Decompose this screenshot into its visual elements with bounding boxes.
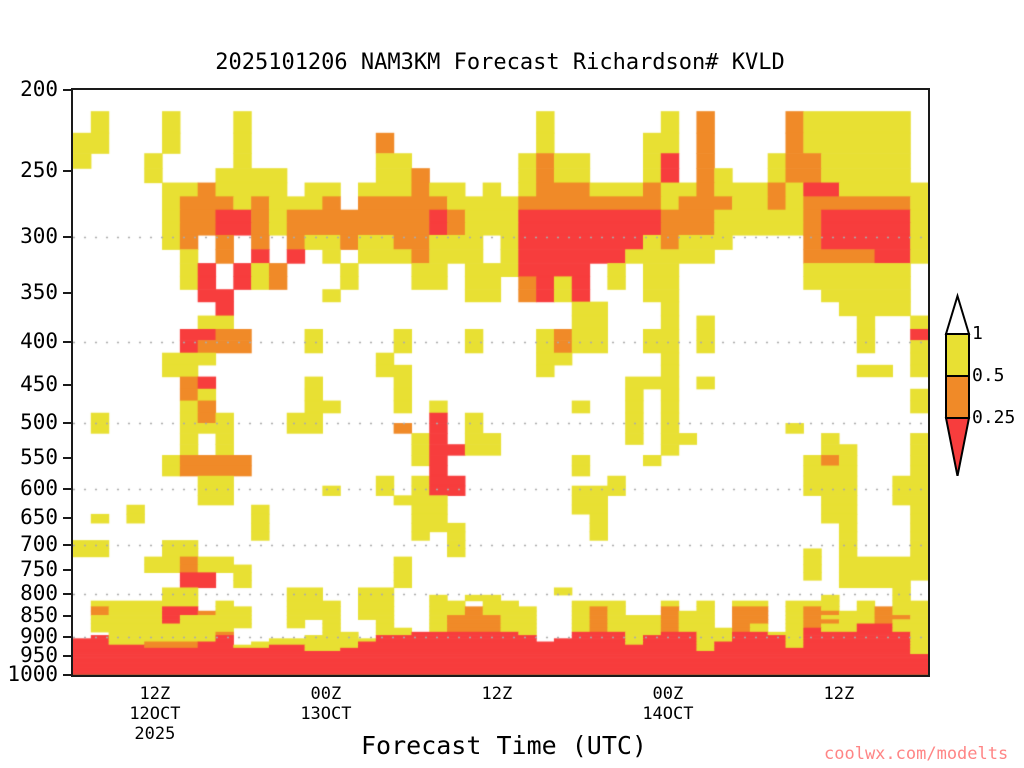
heatmap-canvas [73,90,928,675]
watermark: coolwx.com/modelts [824,744,1009,764]
y-tick-mark [63,456,72,459]
y-tick-mark [63,655,72,658]
x-tick-group: 12Z 12OCT 2025 [95,684,215,744]
y-tick-mark [63,422,72,425]
y-tick-label: 900 [20,623,58,648]
y-tick-label: 850 [20,602,58,627]
y-tick-mark [63,674,72,676]
colorbar: 1 0.5 0.25 [938,288,1024,477]
colorbar-tick-label: 0.25 [972,407,1016,428]
x-axis-label: Forecast Time (UTC) [0,731,1024,760]
x-tick-time: 12Z [823,684,855,704]
y-tick-mark [63,614,72,617]
y-tick-mark [63,592,72,595]
x-tick-time: 12Z [481,684,513,704]
colorbar-over-arrow [944,292,971,335]
y-tick-label: 750 [20,557,58,582]
colorbar-under-arrow [944,417,971,477]
y-tick-label: 250 [20,158,58,183]
x-tick-time: 00Z [310,684,342,704]
colorbar-svg [944,292,971,477]
y-tick-label: 600 [20,476,58,501]
y-tick-mark [63,89,72,91]
y-tick-label: 500 [20,410,58,435]
page-title-text: 2025101206 NAM3KM Forecast Richardson# K… [215,50,785,75]
plot-area [71,88,930,677]
y-tick-label: 700 [20,532,58,557]
page-title: 2025101206 NAM3KM Forecast Richardson# K… [0,50,1024,75]
x-tick-group: 12Z [437,684,557,704]
x-tick-year: 2025 [134,724,176,744]
colorbar-segment [945,375,970,419]
y-tick-label: 800 [20,580,58,605]
colorbar-tick-label: 1 [972,323,983,344]
y-tick-label: 950 [20,643,58,668]
x-tick-group: 12Z [779,684,899,704]
colorbar-tick-label: 0.5 [972,365,1005,386]
y-tick-mark [63,383,72,386]
y-tick-label: 350 [20,280,58,305]
x-tick-date: 13OCT [300,704,352,724]
colorbar-segment [945,333,970,377]
y-tick-label: 1000 [7,662,58,686]
y-tick-label: 650 [20,505,58,530]
x-tick-time: 12Z [139,684,171,704]
y-tick-mark [63,340,72,343]
y-tick-mark [63,517,72,520]
y-tick-mark [63,544,72,547]
y-tick-label: 300 [20,224,58,249]
y-tick-mark [63,569,72,572]
y-tick-mark [63,170,72,173]
y-tick-label: 200 [20,77,58,101]
y-tick-mark [63,236,72,239]
x-tick-date: 12OCT [129,704,181,724]
y-tick-mark [63,488,72,491]
y-tick-mark [63,635,72,638]
y-tick-mark [63,292,72,295]
y-tick-label: 450 [20,371,58,396]
x-axis-label-text: Forecast Time (UTC) [361,731,647,760]
x-tick-date: 14OCT [642,704,694,724]
x-tick-time: 00Z [652,684,684,704]
y-tick-label: 400 [20,328,58,353]
x-tick-group: 00Z 14OCT [608,684,728,724]
x-tick-group: 00Z 13OCT [266,684,386,724]
y-tick-label: 550 [20,444,58,469]
y-axis: 200 250 300 350 400 450 500 550 600 650 700 750 800 8… [0,0,72,768]
